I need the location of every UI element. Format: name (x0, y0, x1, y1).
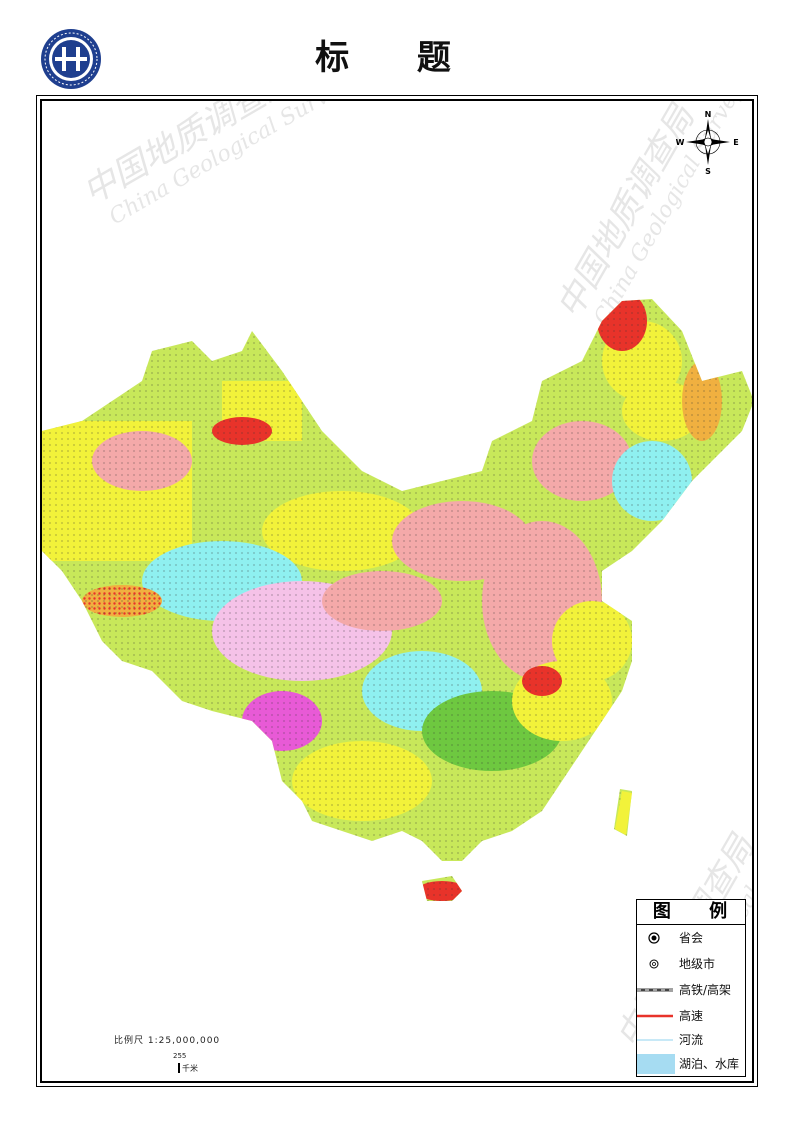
lake-icon (637, 1054, 675, 1074)
cgs-logo-icon (41, 29, 101, 89)
map-frame: 中国地质调查局 China Geological Survey 中国地质调查局 … (40, 99, 754, 1083)
high-speed-rail-icon (637, 988, 673, 992)
scale-bar-value: 255 (173, 1052, 187, 1060)
compass-rose-icon: N S E W (676, 110, 739, 175)
map-legend: 图 例 省会 地级市 高铁/高架 高 (636, 899, 746, 1077)
compass-e: E (733, 138, 738, 147)
legend-item-expressway: 高速 (637, 1004, 745, 1028)
legend-item-provincial-capital: 省会 (637, 926, 745, 950)
compass-n: N (705, 110, 712, 119)
scale-bar (178, 1063, 180, 1073)
legend-item-prefecture-city: 地级市 (637, 952, 745, 976)
legend-title: 图 例 (637, 900, 745, 925)
page-title: 标 题 (315, 38, 479, 78)
scale-unit: 千米 (182, 1064, 198, 1073)
legend-item-lake: 湖泊、水库 (637, 1052, 745, 1076)
compass-w: W (676, 138, 685, 147)
compass-s: S (705, 167, 711, 175)
expressway-icon (637, 1014, 673, 1018)
scale-ratio: 比例尺 1:25,000,000 (114, 1036, 221, 1046)
legend-item-river: 河流 (637, 1028, 745, 1052)
provincial-capital-icon (648, 932, 660, 944)
geological-map[interactable] (42, 101, 752, 1081)
prefecture-city-icon (649, 959, 659, 969)
map-outer-frame (36, 95, 758, 1087)
river-icon (637, 1039, 673, 1041)
legend-item-high-speed-rail: 高铁/高架 (637, 978, 745, 1002)
